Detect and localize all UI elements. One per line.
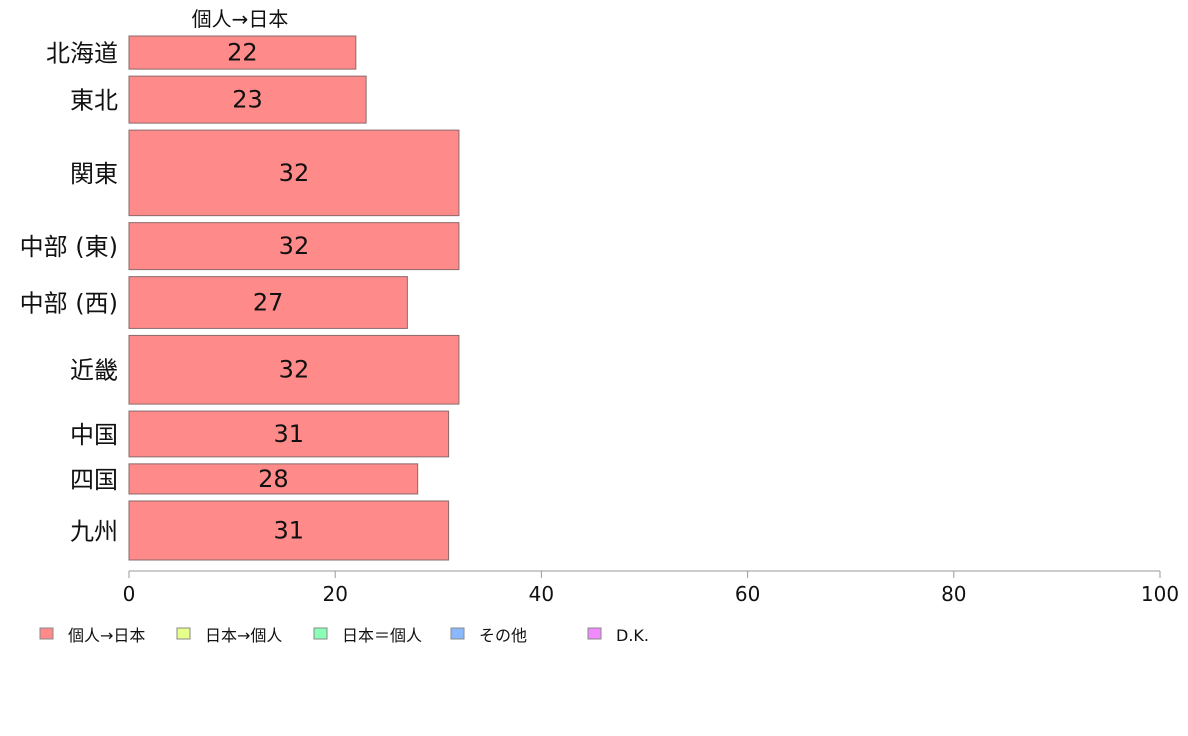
- legend-label: 日本→個人: [205, 626, 282, 645]
- legend-label: D.K.: [616, 626, 649, 645]
- legend-swatch: [176, 627, 191, 640]
- x-tick-label: 100: [1141, 582, 1179, 606]
- bar-value-label: 31: [274, 420, 305, 448]
- category-label: 中部 (西): [20, 290, 118, 318]
- legend-swatch: [39, 627, 54, 640]
- legend-swatch: [450, 627, 465, 640]
- bars-group: 22 23 32 32 27 32 31 28 31: [128, 35, 460, 561]
- bar-3: [128, 222, 460, 271]
- legend-swatch: [313, 627, 328, 640]
- bar-value-label: 22: [227, 39, 258, 67]
- x-tick-label: 20: [322, 582, 347, 606]
- bar-value-label: 31: [274, 516, 305, 544]
- bar-value-label: 23: [232, 86, 263, 114]
- x-tick-label: 40: [529, 582, 554, 606]
- legend-swatch: [587, 627, 602, 640]
- bar-value-label: 28: [258, 465, 289, 493]
- x-axis: 0 20 40 60 80 100: [123, 570, 1179, 606]
- bar-5: [128, 334, 460, 405]
- legend: 個人→日本 日本→個人 日本＝個人 その他 D.K.: [39, 626, 649, 645]
- legend-label: その他: [479, 626, 527, 645]
- bar-4: [128, 276, 408, 329]
- legend-label: 個人→日本: [68, 626, 145, 645]
- category-label: 北海道: [46, 40, 118, 68]
- bar-value-label: 32: [279, 232, 310, 260]
- category-label: 九州: [70, 517, 118, 545]
- x-tick-label: 0: [123, 582, 136, 606]
- bar-value-label: 27: [253, 289, 284, 317]
- x-tick-label: 80: [941, 582, 966, 606]
- category-label: 中部 (東): [20, 233, 118, 261]
- bar-0: [128, 35, 357, 70]
- category-label: 中国: [70, 421, 118, 449]
- category-label: 四国: [70, 466, 118, 494]
- bar-6: [128, 410, 450, 458]
- x-tick-label: 60: [735, 582, 760, 606]
- category-label: 関東: [70, 160, 118, 188]
- bar-2: [128, 129, 460, 217]
- bar-value-label: 32: [279, 159, 310, 187]
- bar-1: [128, 75, 367, 124]
- legend-label: 日本＝個人: [342, 626, 422, 645]
- bar-7: [128, 463, 419, 495]
- category-label: 東北: [70, 87, 118, 115]
- bar-8: [128, 500, 450, 561]
- category-label: 近畿: [70, 357, 118, 385]
- column-title: 個人→日本: [192, 7, 289, 31]
- bar-value-label: 32: [279, 356, 310, 384]
